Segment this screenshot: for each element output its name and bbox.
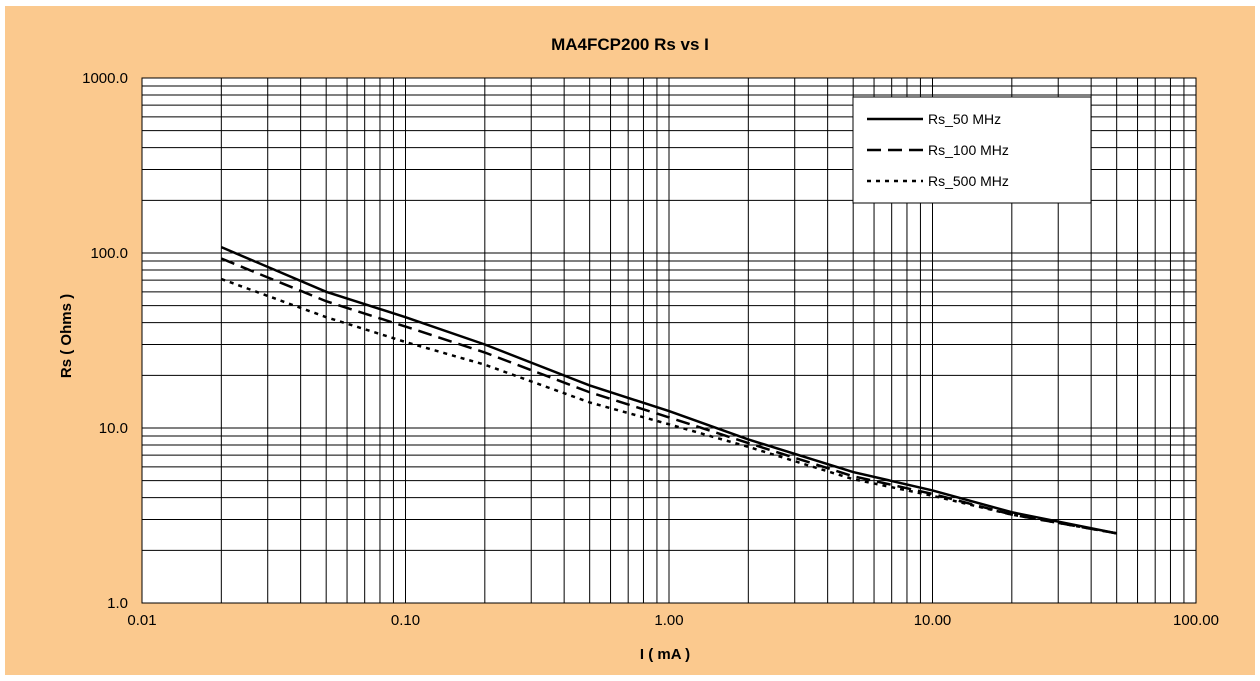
series-line-1 bbox=[220, 245, 1117, 535]
y-axis-title: Rs ( Ohms ) bbox=[58, 294, 75, 378]
y-tick-label: 100.0 bbox=[90, 245, 128, 262]
x-axis-title: I ( mA ) bbox=[640, 646, 690, 663]
x-tick-label: 10.00 bbox=[914, 612, 952, 629]
legend-label: Rs_100 MHz bbox=[928, 142, 1009, 158]
y-tick-label: 1.0 bbox=[107, 595, 128, 612]
x-tick-label: 1.00 bbox=[654, 612, 683, 629]
x-tick-label: 100.00 bbox=[1173, 612, 1219, 629]
series-layer bbox=[220, 245, 1117, 535]
y-tick-labels: 1.0 10.0 100.0 1000.0 bbox=[82, 70, 128, 612]
legend-label: Rs_500 MHz bbox=[928, 173, 1009, 189]
chart-frame: MA4FCP200 Rs vs I 0.01 0.10 1.00 10.00 100.0… bbox=[5, 6, 1255, 675]
y-tick-label: 10.0 bbox=[99, 420, 128, 437]
series-line-2 bbox=[220, 257, 1117, 535]
x-tick-label: 0.01 bbox=[127, 612, 156, 629]
chart-title: MA4FCP200 Rs vs I bbox=[551, 35, 709, 54]
legend: Rs_50 MHz Rs_100 MHz Rs_500 MHz bbox=[852, 96, 1092, 204]
y-tick-label: 1000.0 bbox=[82, 70, 128, 87]
legend-label: Rs_50 MHz bbox=[928, 111, 1001, 127]
series-line-3 bbox=[220, 277, 1117, 535]
x-tick-label: 0.10 bbox=[391, 612, 420, 629]
x-tick-labels: 0.01 0.10 1.00 10.00 100.00 bbox=[127, 612, 1219, 629]
chart-svg: MA4FCP200 Rs vs I 0.01 0.10 1.00 10.00 100.0… bbox=[58, 35, 1219, 663]
